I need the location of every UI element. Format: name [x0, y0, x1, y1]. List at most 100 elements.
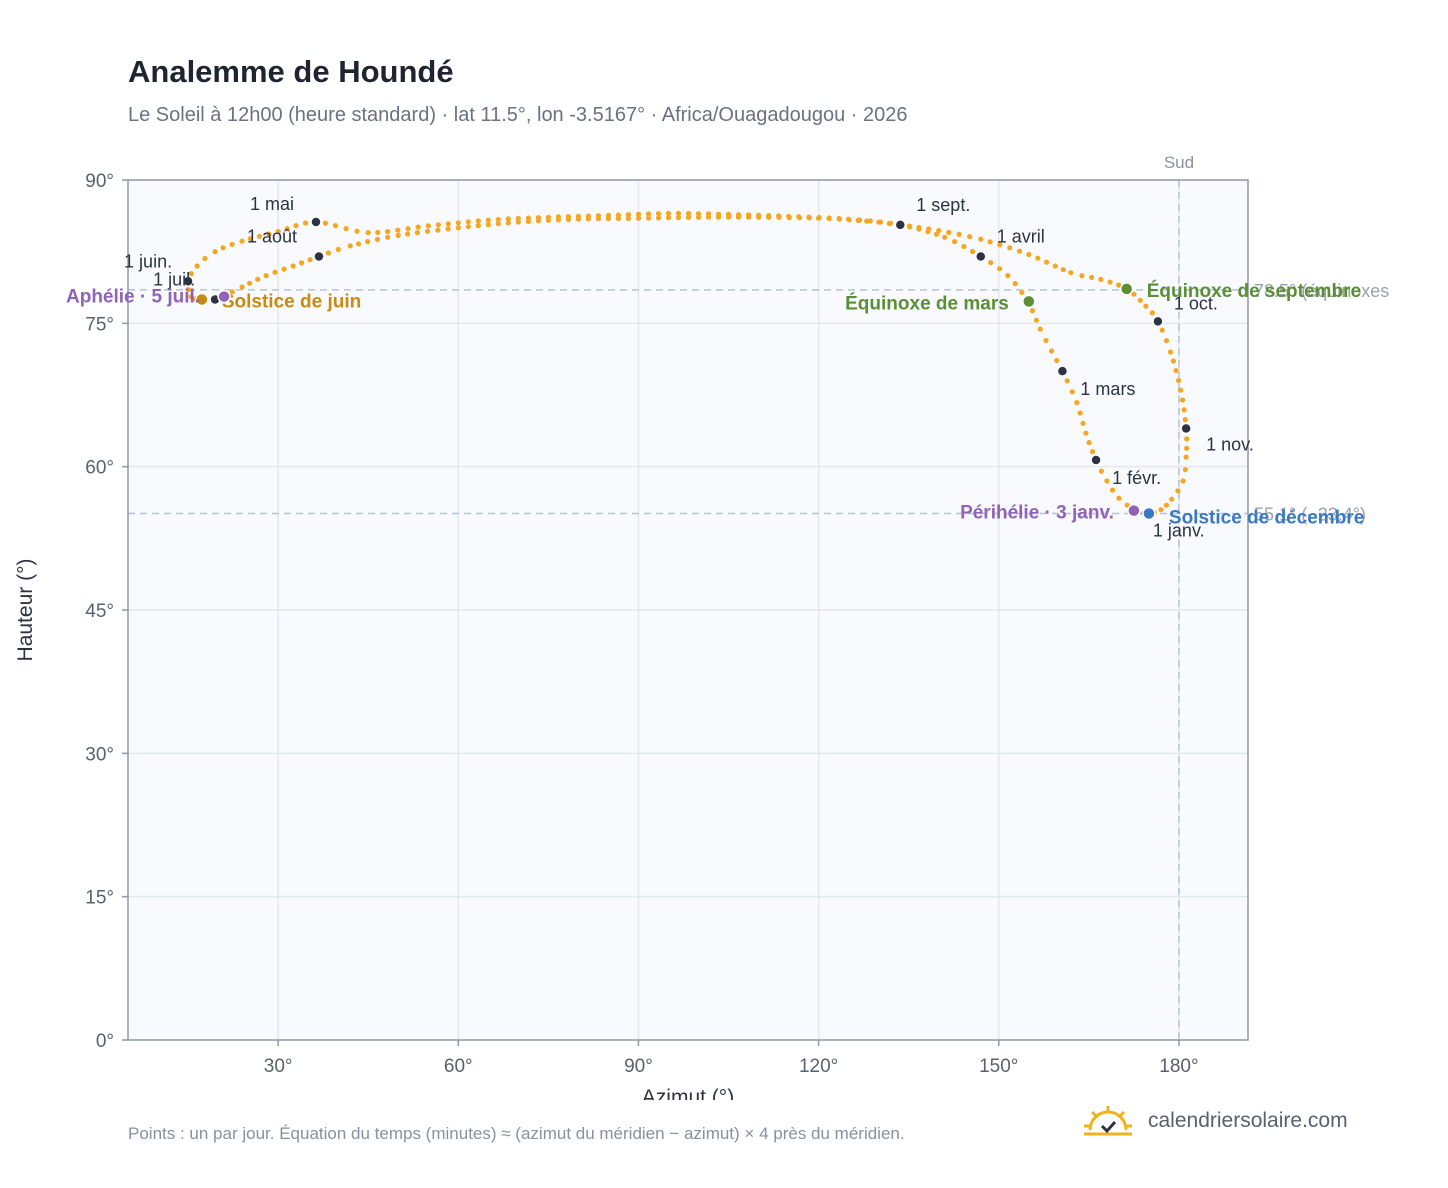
day-point — [655, 211, 662, 217]
day-point — [695, 211, 702, 217]
day-point — [685, 214, 692, 220]
day-point — [1184, 436, 1190, 442]
day-point — [675, 214, 682, 221]
day-point — [185, 287, 191, 293]
day-point — [1169, 496, 1175, 502]
day-point — [645, 211, 652, 217]
day-point — [202, 255, 208, 262]
day-point — [1109, 487, 1116, 493]
day-point — [1069, 389, 1075, 395]
day-point — [1090, 449, 1096, 455]
day-point — [545, 217, 552, 223]
day-point — [575, 216, 582, 222]
axis-ticks: 30° 60° 90° 120° 150° 180° 0° 15° 30° 45° 60° 75° 90… — [85, 171, 1198, 1077]
day-point — [665, 215, 672, 221]
month-label: 1 févr. — [1112, 468, 1161, 488]
day-point — [1037, 326, 1043, 332]
day-point — [485, 217, 491, 223]
day-point — [385, 229, 391, 235]
day-point — [625, 215, 632, 221]
day-point — [675, 210, 682, 216]
day-point — [705, 214, 712, 220]
day-point — [1007, 245, 1013, 251]
key-point-label: Solstice de décembre — [1169, 507, 1364, 528]
day-point — [495, 221, 501, 227]
south-line-label: Sud — [1164, 153, 1194, 172]
day-point — [435, 227, 441, 233]
day-point — [1068, 270, 1074, 276]
y-tick-label: 0° — [96, 1031, 114, 1052]
key-point — [217, 289, 231, 304]
day-point — [826, 216, 832, 222]
day-point — [1159, 327, 1165, 333]
x-tick-label: 90° — [624, 1056, 653, 1077]
key-point — [1022, 294, 1036, 309]
x-axis-label: Azimut (°) — [642, 1086, 734, 1100]
day-point — [515, 219, 521, 225]
key-point — [1119, 282, 1134, 296]
day-point — [1064, 378, 1070, 384]
day-point — [886, 220, 892, 227]
day-point — [1182, 467, 1188, 473]
day-point — [855, 217, 861, 223]
day-point — [1137, 297, 1143, 303]
month-label: 1 nov. — [1206, 434, 1254, 454]
month-label: 1 août — [247, 226, 297, 246]
day-point — [988, 260, 994, 266]
day-point — [1029, 308, 1035, 314]
page-subtitle: Le Soleil à 12h00 (heure standard) · lat… — [128, 104, 908, 126]
footer-note: Points : un par jour. Équation du temps … — [128, 1124, 905, 1143]
month-label: 1 mars — [1080, 379, 1135, 399]
day-point — [1016, 248, 1023, 254]
day-point — [1079, 273, 1085, 279]
day-point — [1077, 410, 1083, 416]
day-point — [1098, 276, 1104, 282]
day-point — [302, 220, 309, 226]
day-point — [1026, 251, 1032, 258]
day-point — [335, 246, 341, 253]
key-point — [1127, 503, 1141, 518]
month-point — [1152, 315, 1164, 328]
day-point — [1035, 255, 1041, 261]
day-point — [1044, 259, 1050, 265]
day-point — [255, 276, 261, 282]
brand-logo[interactable]: calendriersolaire.com — [1082, 1104, 1348, 1138]
day-point — [876, 219, 882, 225]
key-point-label: Équinoxe de septembre — [1147, 280, 1361, 302]
month-label: 1 janv. — [1153, 520, 1205, 540]
day-point — [247, 280, 253, 286]
day-point — [961, 243, 967, 250]
day-point — [685, 210, 692, 217]
key-point — [1142, 506, 1156, 521]
day-point — [1005, 273, 1011, 279]
day-point — [936, 228, 942, 234]
day-point — [275, 229, 281, 235]
y-tick-label: 15° — [85, 888, 114, 909]
day-point — [263, 273, 269, 279]
day-point — [465, 219, 471, 225]
day-point — [816, 215, 822, 221]
day-point — [1143, 303, 1149, 309]
day-point — [1163, 338, 1170, 344]
day-point — [229, 241, 235, 247]
day-point — [864, 218, 870, 224]
day-point — [585, 216, 592, 222]
key-point-label: Périhélie · 3 janv. — [960, 503, 1114, 524]
reference-line-label: 78.5° (équinoxes — [1254, 281, 1389, 301]
month-point — [182, 275, 194, 288]
day-point — [725, 214, 732, 220]
day-point — [239, 238, 245, 244]
day-point — [942, 234, 948, 240]
y-tick-label: 75° — [85, 314, 114, 335]
day-point — [347, 243, 353, 249]
day-point — [188, 271, 194, 277]
day-point — [1098, 468, 1104, 474]
day-point — [1033, 317, 1039, 323]
y-tick-label: 30° — [85, 744, 114, 765]
day-point — [846, 217, 852, 223]
day-point — [1170, 358, 1176, 364]
day-point — [405, 231, 411, 237]
page-title: Analemme de Houndé — [128, 54, 454, 89]
day-point — [424, 228, 431, 234]
